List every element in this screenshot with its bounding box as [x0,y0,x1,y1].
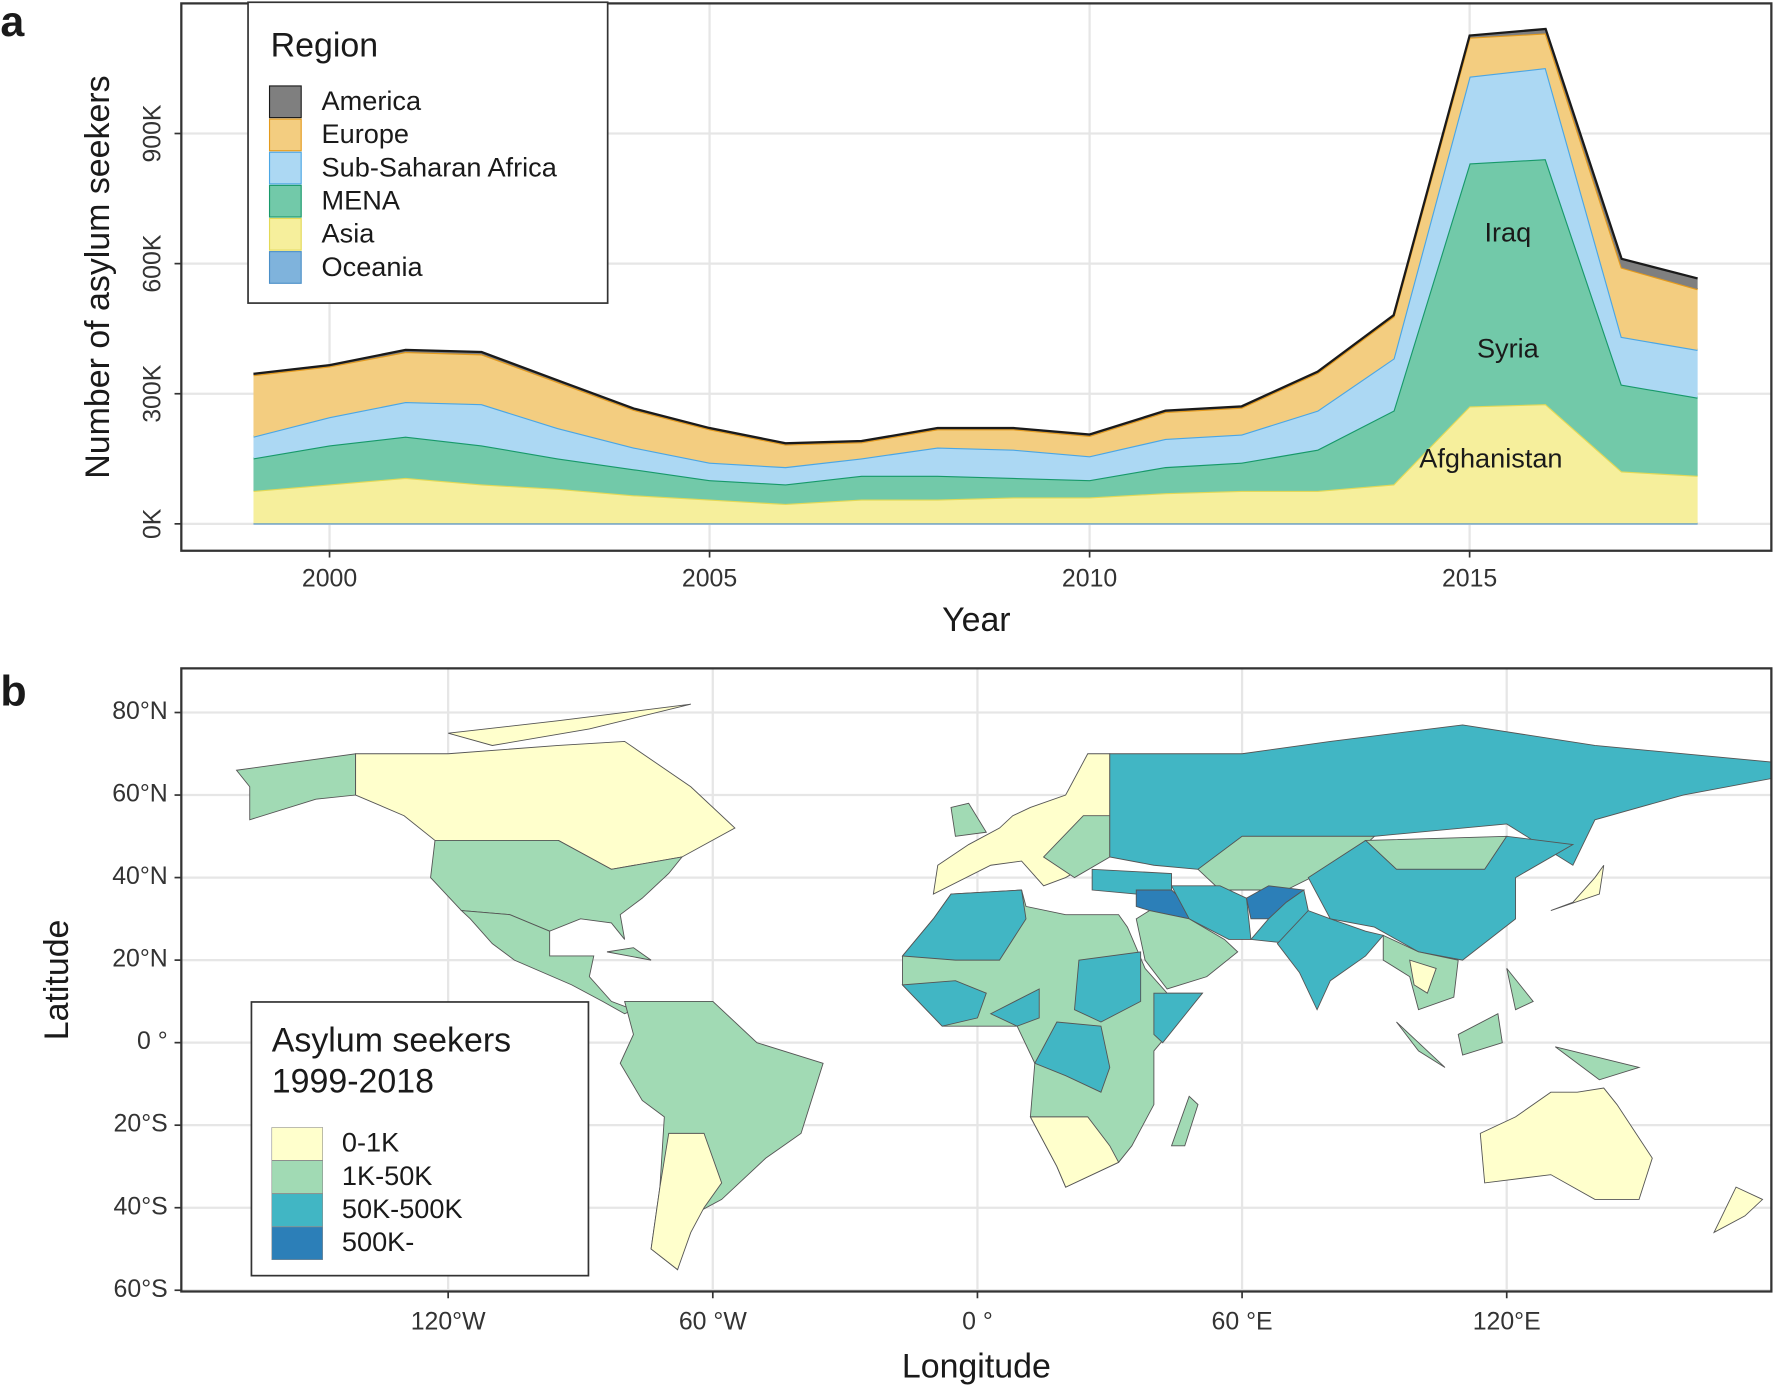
legend-label: 500K- [342,1226,414,1257]
area [253,33,1698,468]
y-tick-label: 60°S [114,1275,168,1303]
country-region [1506,968,1534,1011]
country-region [1135,910,1239,990]
country-region [460,910,635,1015]
country-region [1153,992,1204,1044]
y-tick-label: 20°S [114,1110,168,1138]
y-tick-label: 900K [139,104,167,162]
y-tick-label: 600K [139,234,167,292]
legend-label: Oceania [322,251,424,282]
country-region [901,980,987,1027]
legend-title: 1999-2018 [272,1062,434,1100]
area-edge [253,27,1698,445]
legend-swatch [271,1226,323,1260]
annotation: Syria [1477,333,1540,364]
legend-swatch [268,151,302,185]
x-tick-label: 60 °E [1212,1308,1273,1336]
y-tick-label: 40°S [114,1192,168,1220]
y-axis-title: Latitude [38,920,76,1041]
plot-border [180,667,1773,1293]
country-region [1457,1013,1503,1056]
area [253,67,1698,485]
legend-label: 0-1K [342,1127,399,1158]
country-region [1029,1116,1120,1188]
legend-label: 1K-50K [342,1160,432,1191]
x-tick-label: 2000 [302,565,357,593]
plot-border [180,2,1773,552]
legend-title: Region [271,26,378,64]
legend-swatch [268,85,302,119]
x-tick-label: 120°E [1473,1308,1541,1336]
country-region [448,703,691,746]
country-region [1550,864,1605,912]
legend-label: Europe [322,118,409,149]
legend-swatch [271,1160,323,1194]
country-region [989,988,1040,1027]
y-axis-title: Number of asylum seekers [79,75,117,478]
x-tick-label: 2010 [1062,565,1117,593]
legend-swatch [268,251,302,284]
area [253,159,1698,504]
legend-label: America [322,85,422,116]
country-region [1276,910,1385,1011]
legend-title: Asylum seekers [272,1022,511,1060]
country-region [1554,1046,1641,1081]
legend-box [247,1,609,304]
country-region [1479,1087,1653,1200]
x-tick-label: 0 ° [962,1308,993,1336]
x-axis-title: Longitude [902,1347,1051,1385]
legend-swatch [268,118,302,152]
y-tick-label: 0K [139,508,167,539]
y-tick-label: 80°N [112,697,168,725]
country-region [1170,1095,1199,1147]
country-region [1409,959,1437,994]
country-region [650,1132,723,1271]
y-tick-label: 300K [139,364,167,422]
country-region [1091,868,1172,895]
country-region [1713,1186,1764,1234]
legend-swatch [268,217,302,251]
legend-swatch [271,1193,323,1227]
country-region [901,889,1027,961]
country-region [1307,835,1575,961]
x-tick-label: 60 °W [679,1308,747,1336]
x-axis-title: Year [942,601,1011,639]
country-region [606,947,652,961]
x-tick-label: 2015 [1442,565,1497,593]
y-tick-label: 20°N [112,945,168,973]
country-region [1034,1021,1111,1093]
country-region [950,802,988,837]
annotation: Iraq [1484,216,1531,247]
legend-label: Asia [322,218,376,249]
legend-label: MENA [322,184,401,215]
country-region [1074,951,1142,1023]
legend-swatch [268,184,302,218]
y-tick-label: 0 ° [137,1027,168,1055]
country-region [1396,1021,1446,1068]
legend-label: 50K-500K [342,1193,463,1224]
area [253,404,1698,524]
y-tick-label: 40°N [112,862,168,890]
x-tick-label: 2005 [682,565,737,593]
panel-label: b [0,668,26,716]
legend-swatch [271,1127,323,1161]
legend-label: Sub-Saharan Africa [322,151,558,182]
panel-label: a [0,0,25,46]
y-tick-label: 60°N [112,780,168,808]
x-tick-label: 120°W [411,1308,486,1336]
annotation: Afghanistan [1419,442,1562,473]
